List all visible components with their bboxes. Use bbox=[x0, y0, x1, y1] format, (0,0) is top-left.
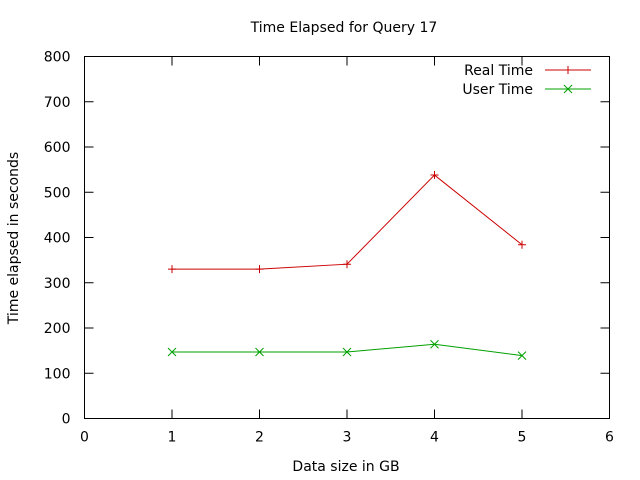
y-tick-label: 600 bbox=[44, 140, 71, 156]
series-line bbox=[172, 174, 523, 270]
plot-area-frame bbox=[84, 56, 610, 419]
legend: Real Time User Time bbox=[462, 63, 591, 98]
x-axis-label: Data size in GB bbox=[292, 459, 399, 475]
legend-label: User Time bbox=[462, 82, 533, 98]
data-point-marker bbox=[563, 84, 573, 94]
data-point-marker bbox=[167, 347, 177, 357]
y-axis: 0 100 200 300 400 500 600 700 800 bbox=[44, 50, 610, 428]
data-point-marker bbox=[430, 171, 439, 180]
x-tick-label: 4 bbox=[430, 430, 439, 446]
x-tick-label: 6 bbox=[605, 430, 614, 446]
y-tick-label: 100 bbox=[44, 366, 71, 382]
x-axis: 0 1 2 3 4 5 6 bbox=[80, 56, 614, 446]
x-tick-label: 2 bbox=[255, 430, 264, 446]
y-tick-label: 200 bbox=[44, 321, 71, 337]
y-axis-label: Time elapsed in seconds bbox=[6, 152, 22, 325]
x-tick-label: 1 bbox=[168, 430, 177, 446]
data-point-marker bbox=[564, 66, 572, 74]
x-tick-label: 3 bbox=[343, 430, 352, 446]
y-tick-label: 500 bbox=[44, 185, 71, 201]
y-tick-label: 700 bbox=[44, 95, 71, 111]
series-line bbox=[172, 343, 523, 357]
y-tick-label: 400 bbox=[44, 231, 71, 247]
data-point-marker bbox=[342, 347, 352, 357]
data-point-marker bbox=[343, 260, 351, 269]
y-tick-label: 300 bbox=[44, 276, 71, 292]
data-point-marker bbox=[518, 240, 526, 249]
data-point-marker bbox=[517, 351, 527, 360]
data-point-marker bbox=[168, 265, 176, 274]
data-point-marker bbox=[255, 265, 264, 274]
x-tick-label: 5 bbox=[518, 430, 527, 446]
data-point-marker bbox=[255, 347, 264, 357]
series-layer bbox=[167, 171, 527, 360]
x-tick-label: 0 bbox=[80, 430, 89, 446]
y-tick-label: 800 bbox=[44, 50, 71, 66]
chart-title: Time Elapsed for Query 17 bbox=[250, 20, 438, 36]
data-point-marker bbox=[430, 339, 439, 349]
legend-label: Real Time bbox=[464, 63, 533, 79]
series-1 bbox=[167, 339, 527, 360]
y-tick-label: 0 bbox=[62, 412, 71, 428]
series-0 bbox=[168, 171, 526, 274]
